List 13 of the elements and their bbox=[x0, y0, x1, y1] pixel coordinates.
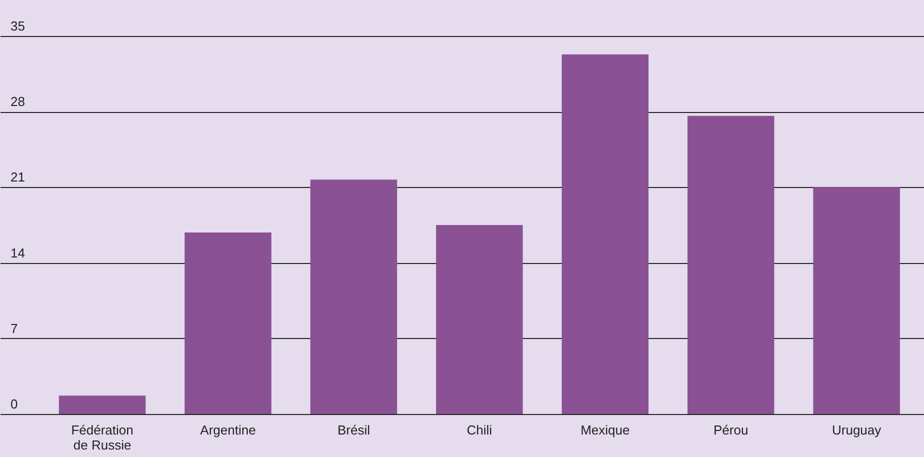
x-tick-label: Uruguay bbox=[832, 422, 882, 438]
y-tick-label: 21 bbox=[10, 170, 25, 185]
x-tick-label: Mexique bbox=[580, 422, 630, 438]
x-tick-label: Argentine bbox=[200, 422, 256, 438]
x-tick-label: Pérou bbox=[714, 422, 748, 438]
y-tick-label: 28 bbox=[10, 94, 25, 110]
x-tick-label: Fédération de Russie bbox=[71, 422, 134, 452]
x-tick-label: Brésil bbox=[337, 422, 370, 438]
x-tick-label: Chili bbox=[466, 422, 492, 438]
y-tick-label: 35 bbox=[10, 18, 25, 34]
y-tick-label: 0 bbox=[10, 396, 18, 412]
y-tick-label: 14 bbox=[10, 245, 25, 260]
y-tick-label: 7 bbox=[10, 320, 18, 336]
